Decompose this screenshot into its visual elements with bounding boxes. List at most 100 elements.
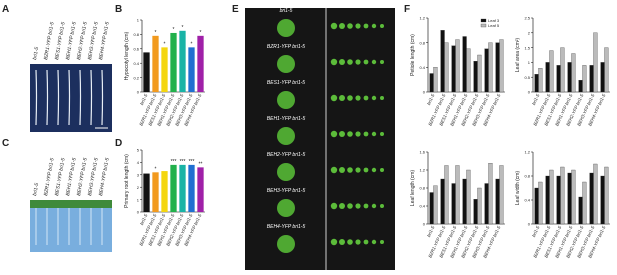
bar [484,48,489,93]
leaf [355,23,361,29]
bar [545,62,550,93]
bar [429,192,434,225]
shoot-row [30,200,112,208]
seedling [35,69,38,126]
bar [455,39,460,93]
bar [455,165,460,225]
x-tick-label: bri1-5 [531,93,541,106]
bar [152,35,159,92]
bar [495,42,500,93]
significance: * [182,25,184,31]
bar [197,167,204,212]
bar [604,47,609,93]
y-tick-label: 1 [528,60,531,65]
bar [473,61,478,93]
y-axis-label: Primary root length (cm) [124,154,130,208]
bar [495,178,500,225]
leaf [347,131,353,137]
leaf [355,239,361,245]
genotype-label: BEH1-YFP bri1-5 [65,157,78,196]
genotype-label: BES1-YFP bri1-5 [54,22,67,61]
seedling [46,69,49,126]
bar [440,30,445,93]
leaf [330,130,338,138]
genotype-label: BEH2-YFP bri1-5 [76,157,89,196]
leaf [330,202,338,210]
legend-label: Leaf 5 [488,23,500,28]
genotype-label: BZR1-YFP bri1-5 [43,22,56,61]
bar [179,30,186,92]
bar [484,183,489,225]
leaf [371,95,377,101]
y-tick-label: 1.2 [419,168,425,173]
bar [600,175,605,225]
genotype-label: BEH4-YFP bri1-5 [267,224,306,230]
leaf [363,167,369,173]
bar [188,47,195,92]
genotype-label: BEH1-YFP bri1-5 [65,21,78,60]
genotype-label: BEH2-YFP bri1-5 [267,152,306,158]
leaf [347,203,353,209]
leaf [347,239,353,245]
leaf [380,168,384,172]
y-tick-label: 0 [528,90,531,95]
leaf [339,95,345,101]
rosette [277,19,295,37]
y-tick-label: 1.2 [419,16,425,21]
bar [488,163,493,225]
rosette [277,55,295,73]
bar [556,65,561,93]
panel-label: A [2,4,9,15]
leaf [330,166,338,174]
rosette [277,199,295,217]
bar [538,181,543,225]
x-tick-label: bri1-5 [426,225,436,238]
seedling [90,69,93,126]
leaf [363,59,369,65]
bar [604,166,609,225]
leaf [355,167,361,173]
bar [545,175,550,225]
seedling [57,69,60,126]
bar [477,54,482,93]
bar [571,53,576,93]
y-tick-label: 1 [137,18,140,23]
leaf [363,95,369,101]
genotype-label: BES1-YFP bri1-5 [267,80,305,86]
leaf [371,59,377,65]
genotype-label: bri1-5 [32,183,40,197]
genotype-label: bri1-5 [32,47,40,61]
genotype-label: BES1-YFP bri1-5 [54,158,67,197]
bar [477,187,482,225]
bar [161,47,168,92]
bar [571,169,576,225]
bar [161,171,168,212]
bar [578,80,583,93]
bar [188,164,195,212]
panel-label: F [404,4,410,15]
seedling [68,69,71,126]
photo-hypocotyl [30,64,112,132]
y-tick-label: 1.6 [419,150,425,155]
leaf [371,239,377,245]
significance: * [191,41,193,47]
legend-label: Leaf 3 [488,18,500,23]
y-tick-label: 2 [137,185,140,190]
bar [473,199,478,225]
y-tick-label: 0.8 [419,186,425,191]
significance: * [155,166,157,172]
y-tick-label: 1.2 [524,150,530,155]
y-axis-label: Leaf area (cm²) [515,38,521,73]
leaf [347,59,353,65]
y-axis-label: Leaf width (cm) [515,171,521,206]
x-tick-label: bri1-5 [531,225,541,238]
genotype-label: BEH1-YFP bri1-5 [267,116,306,122]
bar [488,42,493,93]
bar [462,36,467,93]
genotype-label: BEH3-YFP bri1-5 [87,21,100,60]
leaf [347,167,353,173]
y-tick-label: 0 [528,222,531,227]
bar [143,52,150,92]
